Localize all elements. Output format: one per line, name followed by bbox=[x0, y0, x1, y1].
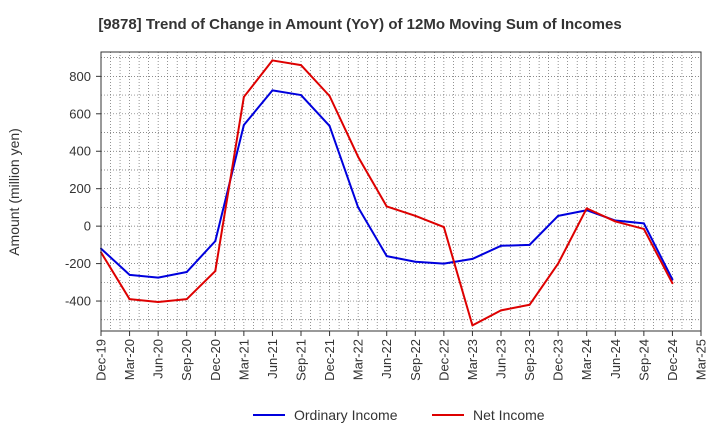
data-point bbox=[185, 271, 188, 274]
x-tick-label: Sep-21 bbox=[294, 339, 309, 381]
data-point bbox=[414, 260, 417, 263]
x-tick-label: Dec-21 bbox=[322, 339, 337, 381]
x-tick-label: Mar-20 bbox=[122, 339, 137, 380]
data-point bbox=[442, 226, 445, 229]
data-point bbox=[271, 89, 274, 92]
data-point bbox=[671, 282, 674, 285]
data-point bbox=[328, 124, 331, 127]
y-tick-label: 600 bbox=[69, 106, 91, 121]
data-point bbox=[471, 324, 474, 327]
x-tick-label: Sep-23 bbox=[522, 339, 537, 381]
plot-frame bbox=[100, 51, 702, 332]
x-tick-label: Jun-21 bbox=[265, 339, 280, 379]
x-tick-label: Jun-24 bbox=[608, 339, 623, 379]
series-layer bbox=[100, 59, 674, 327]
data-point bbox=[157, 276, 160, 279]
y-tick-label: -200 bbox=[65, 256, 91, 271]
data-point bbox=[500, 244, 502, 247]
y-tick-label: -400 bbox=[65, 294, 91, 309]
chart-title: [9878] Trend of Change in Amount (YoY) o… bbox=[98, 16, 622, 33]
data-point bbox=[528, 303, 531, 306]
legend: Ordinary Income Net Income bbox=[253, 407, 545, 423]
data-point bbox=[157, 300, 160, 303]
data-point bbox=[128, 273, 131, 276]
data-point bbox=[242, 95, 245, 98]
x-tick-label: Sep-24 bbox=[636, 339, 651, 381]
data-point bbox=[300, 94, 302, 97]
data-point bbox=[328, 95, 331, 98]
data-point bbox=[185, 298, 188, 301]
data-point bbox=[642, 227, 645, 230]
x-tick-label: Mar-23 bbox=[465, 339, 480, 380]
data-point bbox=[671, 278, 674, 281]
x-tick-label: Dec-19 bbox=[94, 339, 109, 381]
data-point bbox=[385, 205, 388, 208]
data-point bbox=[385, 255, 388, 258]
data-point bbox=[214, 270, 217, 273]
data-point bbox=[557, 262, 560, 265]
x-tick-label: Mar-24 bbox=[579, 339, 594, 380]
x-tick-label: Dec-24 bbox=[665, 339, 680, 381]
y-tick-label: 800 bbox=[69, 69, 91, 84]
data-point bbox=[642, 222, 645, 225]
x-tick-label: Dec-20 bbox=[208, 339, 223, 381]
y-tick-label: 0 bbox=[84, 219, 91, 234]
data-point bbox=[242, 124, 245, 127]
data-point bbox=[214, 240, 217, 243]
legend-label-2: Net Income bbox=[473, 407, 545, 423]
x-tick-label: Dec-23 bbox=[551, 339, 566, 381]
data-point bbox=[357, 206, 360, 209]
x-tick-label: Mar-22 bbox=[351, 339, 366, 380]
x-tick-label: Sep-20 bbox=[179, 339, 194, 381]
data-point bbox=[414, 214, 417, 217]
grid-layer bbox=[101, 52, 701, 331]
data-point bbox=[585, 207, 588, 210]
x-tick-label: Jun-23 bbox=[494, 339, 509, 379]
data-point bbox=[128, 298, 131, 301]
x-tick-label: Sep-22 bbox=[408, 339, 423, 381]
data-point bbox=[271, 59, 274, 62]
data-point bbox=[300, 64, 302, 67]
x-tick-label: Dec-22 bbox=[436, 339, 451, 381]
data-point bbox=[500, 309, 502, 312]
y-tick-label: 200 bbox=[69, 181, 91, 196]
data-point bbox=[557, 214, 560, 217]
legend-label-1: Ordinary Income bbox=[294, 407, 398, 423]
data-point bbox=[442, 262, 445, 265]
y-axis-title: Amount (million yen) bbox=[6, 128, 22, 256]
x-tick-label: Mar-21 bbox=[236, 339, 251, 380]
data-point bbox=[528, 243, 531, 246]
data-point bbox=[357, 155, 360, 158]
x-tick-label: Jun-20 bbox=[151, 339, 166, 379]
x-tick-label: Mar-25 bbox=[694, 339, 709, 380]
x-tick-label: Jun-22 bbox=[379, 339, 394, 379]
axis-layer: -400 -200 0 200 400 600 800 Dec-19 Mar-20 Jun-20 S… bbox=[65, 51, 709, 381]
data-point bbox=[614, 220, 617, 223]
data-point bbox=[471, 257, 474, 260]
y-tick-label: 400 bbox=[69, 144, 91, 159]
